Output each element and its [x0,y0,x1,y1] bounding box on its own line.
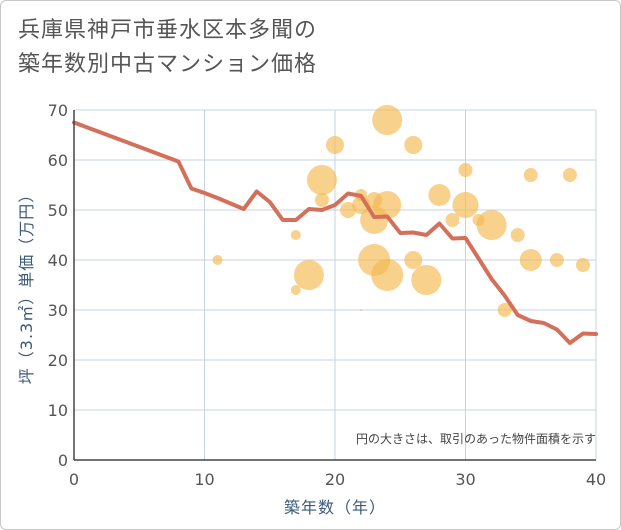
bubble [523,168,538,182]
bubble-layer [212,105,590,317]
y-tick-label: 50 [48,201,68,220]
bubble [372,105,403,135]
y-tick-label: 10 [48,401,68,420]
bubble [445,213,460,227]
bubble [549,253,564,267]
y-tick-label: 60 [48,151,68,170]
x-tick-label: 40 [586,470,606,489]
bubble [326,136,344,154]
bubble [452,192,479,218]
bubble [519,249,542,271]
y-tick-label: 30 [48,301,68,320]
bubble [212,255,223,265]
axes [73,110,596,461]
x-tick-label: 10 [194,470,214,489]
bubble [290,230,301,240]
x-tick-label: 0 [69,470,79,489]
x-tick-label: 30 [455,470,475,489]
bubble [314,193,329,207]
y-tick-label: 40 [48,251,68,270]
bubble [360,309,363,311]
bubble [371,259,404,291]
y-tick-label: 70 [48,101,68,120]
x-tick-label: 20 [325,470,345,489]
trend-line [72,120,598,345]
bubble [306,165,337,195]
bubble [497,303,512,317]
bubble [290,285,301,295]
y-tick-label: 0 [58,451,68,470]
bubble-size-note: 円の大きさは、取引のあった物件面積を示す [356,431,596,446]
tick-labels: 0 10 20 30 40 50 60 70 0 10 20 30 40 [48,101,607,489]
chart-title: 兵庫県神戸市垂水区本多聞の 築年数別中古マンション価格 [18,14,578,82]
bubble [575,258,590,272]
bubble [293,260,324,290]
x-axis-title: 築年数（年） [284,498,386,517]
bubble [404,136,423,154]
bubble [458,163,473,177]
grid [74,109,597,460]
title-line-2: 築年数別中古マンション価格 [18,52,318,77]
bubble [476,210,507,240]
bubble [340,202,357,218]
bubble [411,265,442,295]
bubble [562,168,577,182]
bubble [428,184,451,206]
bubble [404,251,423,269]
bubble [373,191,402,219]
title-line-1: 兵庫県神戸市垂水区本多聞の [18,18,318,43]
bubble [510,228,525,242]
y-tick-label: 20 [48,351,68,370]
y-axis-title: 坪（3.3㎡）単価（万円） [17,186,36,384]
